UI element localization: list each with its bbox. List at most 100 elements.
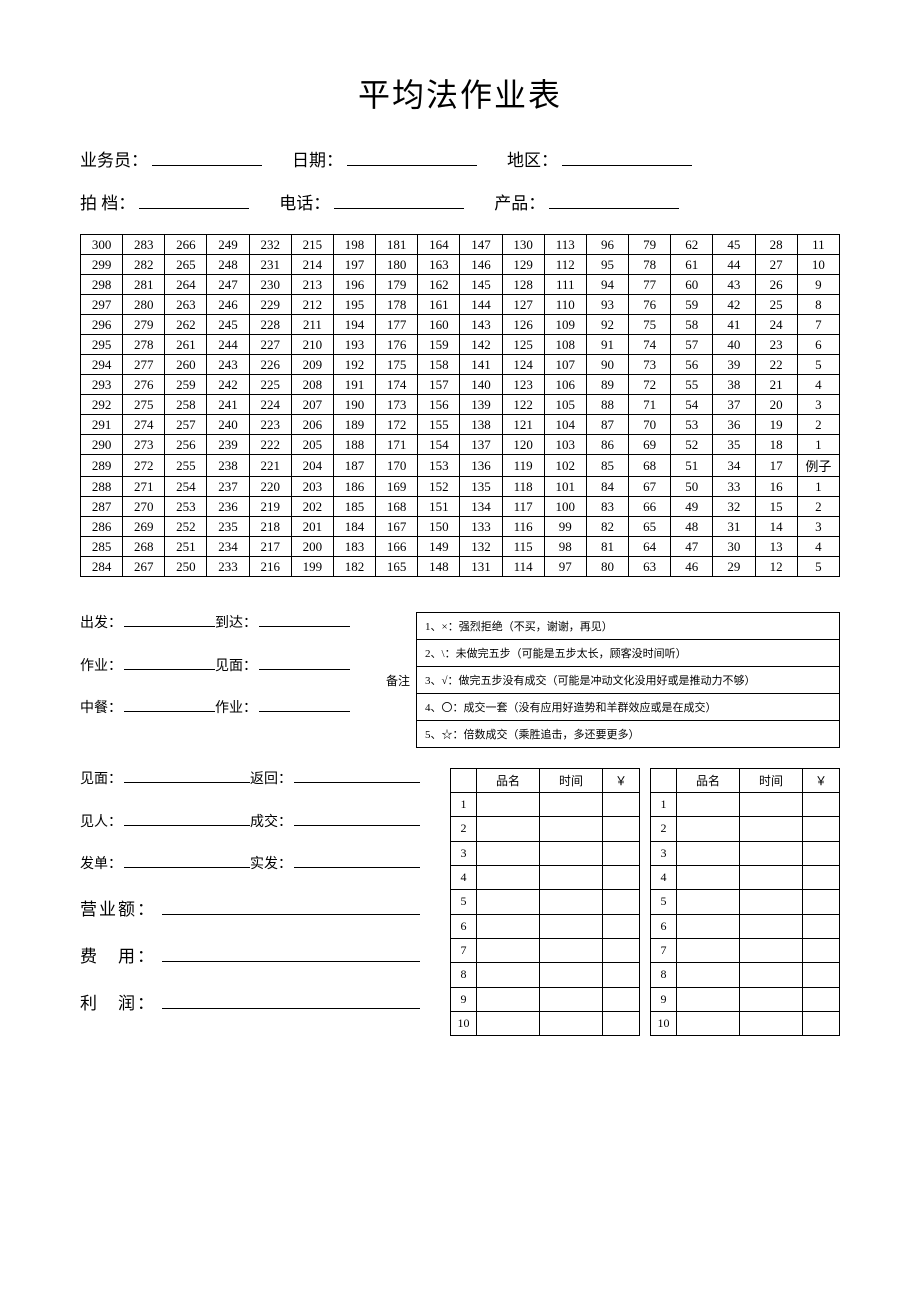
sales-cell[interactable] (740, 963, 803, 987)
sales-cell[interactable] (603, 865, 640, 889)
field-input-line[interactable] (562, 147, 692, 166)
field-input-line[interactable] (294, 768, 420, 783)
sales-cell[interactable] (803, 841, 840, 865)
sales-cell[interactable] (677, 865, 740, 889)
sales-cell[interactable] (677, 793, 740, 817)
grid-cell: 151 (418, 497, 460, 517)
sales-cell[interactable] (740, 938, 803, 962)
sales-cell[interactable] (803, 890, 840, 914)
sales-cell[interactable] (803, 1011, 840, 1035)
sales-cell[interactable] (540, 914, 603, 938)
sales-cell[interactable] (677, 890, 740, 914)
field-input-line[interactable] (549, 190, 679, 209)
sales-cell[interactable] (477, 841, 540, 865)
sales-cell[interactable] (740, 914, 803, 938)
sales-cell[interactable] (540, 865, 603, 889)
grid-cell: 80 (586, 557, 628, 577)
sales-cell[interactable] (603, 963, 640, 987)
sales-cell[interactable] (477, 914, 540, 938)
field-input-line[interactable] (124, 853, 250, 868)
grid-cell: 135 (460, 477, 502, 497)
sales-cell[interactable] (740, 890, 803, 914)
grid-cell: 29 (713, 557, 755, 577)
sales-cell[interactable] (603, 914, 640, 938)
grid-cell: 68 (629, 455, 671, 477)
sales-row-index: 4 (451, 865, 477, 889)
field-input-line[interactable] (124, 810, 250, 825)
field-input-line[interactable] (259, 654, 350, 669)
field-input-line[interactable] (124, 768, 250, 783)
sales-cell[interactable] (603, 817, 640, 841)
sales-cell[interactable] (803, 963, 840, 987)
field-input-line[interactable] (124, 654, 215, 669)
field-input-line[interactable] (139, 190, 249, 209)
grid-cell: 262 (165, 315, 207, 335)
grid-cell: 94 (586, 275, 628, 295)
sales-cell[interactable] (740, 987, 803, 1011)
sales-cell[interactable] (603, 793, 640, 817)
sales-cell[interactable] (477, 793, 540, 817)
sales-cell[interactable] (540, 987, 603, 1011)
grid-cell: 98 (544, 537, 586, 557)
sales-cell[interactable] (740, 1011, 803, 1035)
sales-cell[interactable] (677, 938, 740, 962)
sales-cell[interactable] (477, 890, 540, 914)
field-input-line[interactable] (152, 147, 262, 166)
sales-cell[interactable] (477, 987, 540, 1011)
sales-cell[interactable] (540, 793, 603, 817)
field-input-line[interactable] (124, 612, 215, 627)
sales-cell[interactable] (677, 914, 740, 938)
sales-cell[interactable] (540, 890, 603, 914)
sales-cell[interactable] (803, 817, 840, 841)
field-input-line[interactable] (347, 147, 477, 166)
sales-cell[interactable] (540, 938, 603, 962)
grid-cell: 93 (586, 295, 628, 315)
sales-cell[interactable] (477, 865, 540, 889)
sales-cell[interactable] (677, 1011, 740, 1035)
sales-cell[interactable] (803, 987, 840, 1011)
sales-cell[interactable] (477, 938, 540, 962)
sales-cell[interactable] (740, 841, 803, 865)
field-input-line[interactable] (294, 810, 420, 825)
sales-cell[interactable] (477, 1011, 540, 1035)
sales-cell[interactable] (540, 963, 603, 987)
field-input-line[interactable] (162, 990, 420, 1009)
grid-cell: 219 (249, 497, 291, 517)
sales-cell[interactable] (740, 817, 803, 841)
field-input-line[interactable] (124, 697, 215, 712)
sales-cell[interactable] (603, 987, 640, 1011)
sales-cell[interactable] (740, 865, 803, 889)
sales-cell[interactable] (603, 890, 640, 914)
grid-cell: 214 (291, 255, 333, 275)
field-input-line[interactable] (162, 943, 420, 962)
grid-cell: 194 (333, 315, 375, 335)
field-input-line[interactable] (294, 853, 420, 868)
sales-cell[interactable] (677, 841, 740, 865)
sales-cell[interactable] (603, 938, 640, 962)
sales-cell[interactable] (740, 793, 803, 817)
field-label: 返回： (250, 768, 292, 788)
grid-cell: 74 (629, 335, 671, 355)
grid-cell: 152 (418, 477, 460, 497)
sales-cell[interactable] (677, 987, 740, 1011)
sales-cell[interactable] (603, 841, 640, 865)
sales-cell[interactable] (677, 817, 740, 841)
sales-cell[interactable] (540, 817, 603, 841)
sales-cell[interactable] (477, 817, 540, 841)
sales-cell[interactable] (603, 1011, 640, 1035)
field-input-line[interactable] (259, 697, 350, 712)
sales-cell[interactable] (677, 963, 740, 987)
grid-cell: 113 (544, 235, 586, 255)
field-input-line[interactable] (162, 896, 420, 915)
field-input-line[interactable] (259, 612, 350, 627)
sales-cell[interactable] (540, 1011, 603, 1035)
sales-cell[interactable] (803, 865, 840, 889)
sales-cell[interactable] (477, 963, 540, 987)
sales-cell[interactable] (540, 841, 603, 865)
sales-cell[interactable] (803, 914, 840, 938)
sales-cell[interactable] (803, 938, 840, 962)
number-grid: 3002832662492322151981811641471301139679… (80, 234, 840, 577)
sales-cell[interactable] (803, 793, 840, 817)
grid-cell: 52 (671, 435, 713, 455)
field-input-line[interactable] (334, 190, 464, 209)
